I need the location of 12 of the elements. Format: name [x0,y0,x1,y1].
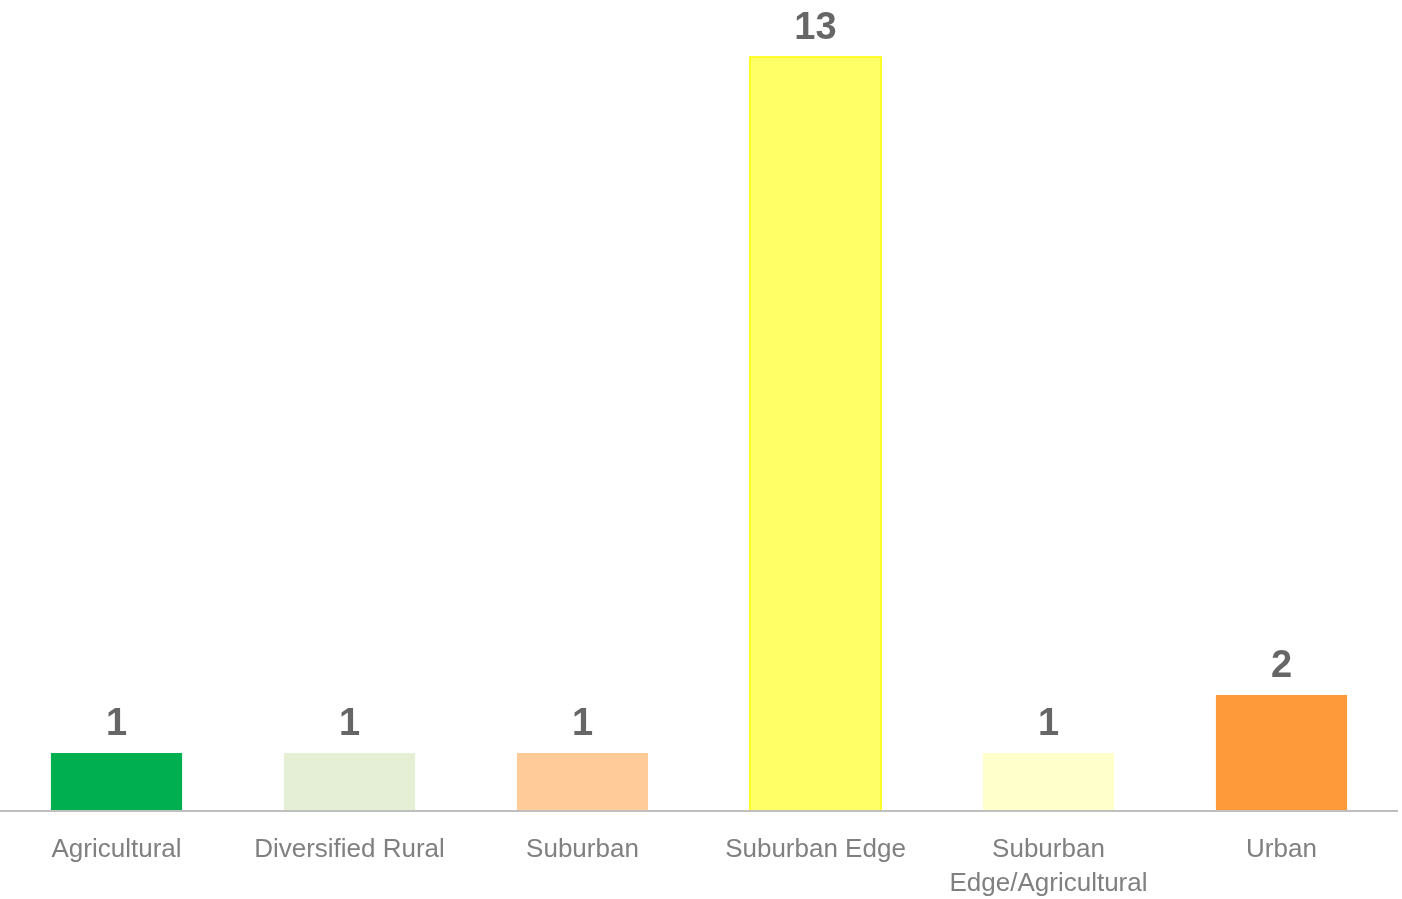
x-tick-label: Suburban Edge [725,833,906,863]
x-tick-label: Agricultural [51,833,182,863]
data-label: 1 [571,701,594,743]
data-label: 1 [1037,701,1060,743]
data-label: 2 [1270,643,1293,685]
x-tick-label: Suburban [526,833,639,863]
data-label: 13 [794,5,837,47]
data-label: 1 [105,701,128,743]
x-tick-label: Suburban Edge/Agricultural [949,833,1148,897]
x-tick-label: Diversified Rural [254,833,445,863]
x-tick-label: Urban [1246,833,1317,863]
data-label: 1 [338,701,361,743]
